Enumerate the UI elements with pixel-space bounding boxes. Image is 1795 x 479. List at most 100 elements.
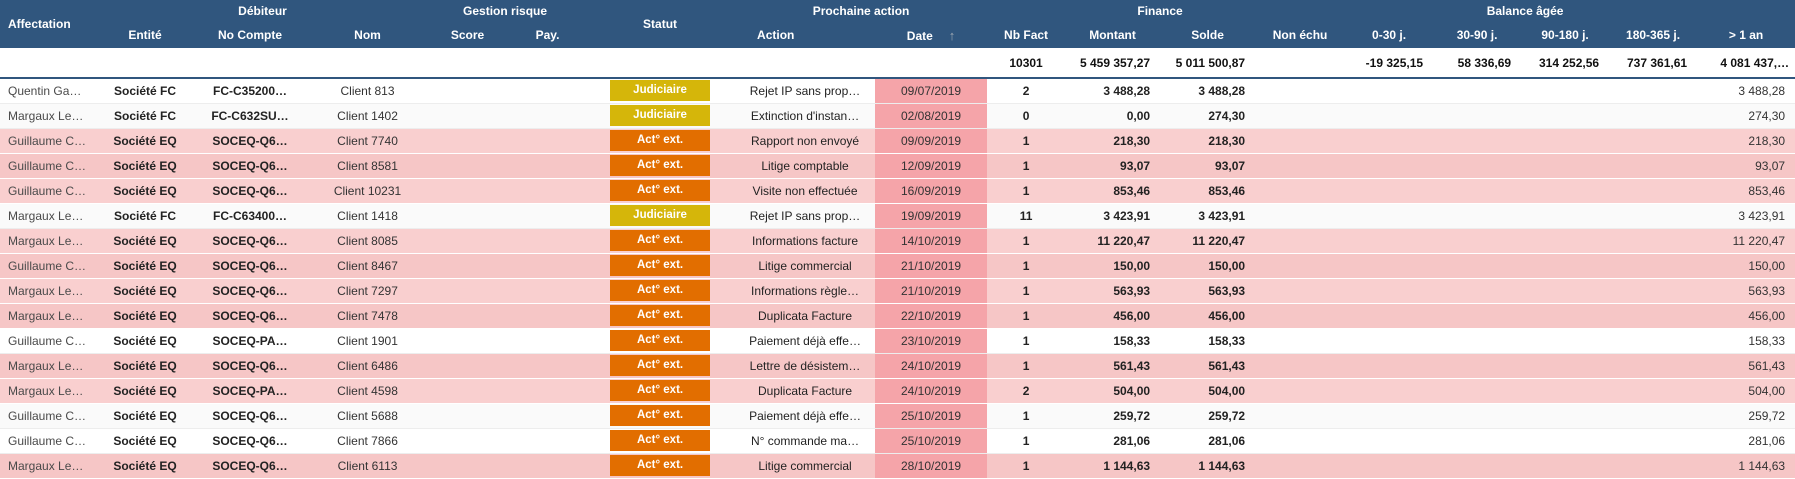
cell-non-echu (1255, 128, 1346, 154)
column-header-30-90[interactable]: 30-90 j. (1433, 22, 1522, 48)
totals-row: 10301 5 459 357,27 5 011 500,87 -19 325,… (0, 48, 1795, 79)
table-row[interactable]: Margaux Le… Société EQ SOCEQ-Q6… Client 808… (0, 228, 1795, 254)
cell-action: N° commande ma… (735, 428, 876, 454)
status-badge: Act° ext. (610, 180, 711, 201)
table-row[interactable]: Guillaume C… Société EQ SOCEQ-Q6… Client 77… (0, 128, 1795, 154)
cell-nom: Client 8085 (310, 228, 426, 254)
column-header-nb-fact[interactable]: Nb Fact (987, 0, 1066, 48)
cell-solde: 93,07 (1160, 153, 1256, 179)
column-header-statut[interactable]: Statut (585, 0, 736, 48)
cell-solde: 3 423,91 (1160, 203, 1256, 229)
cell-score (425, 278, 511, 304)
total-solde: 5 011 500,87 (1160, 48, 1256, 79)
cell-d90-180 (1521, 203, 1610, 229)
cell-d180-365 (1609, 353, 1698, 379)
sort-ascending-icon[interactable]: ↑ (948, 27, 956, 43)
cell-d30-90 (1433, 303, 1522, 329)
table-row[interactable]: Guillaume C… Société EQ SOCEQ-Q6… Client 10… (0, 178, 1795, 204)
column-header-pay[interactable]: Pay. (510, 22, 586, 48)
cell-statut: Act° ext. (585, 428, 736, 454)
table-row[interactable]: Guillaume C… Société EQ SOCEQ-PA… Client 19… (0, 328, 1795, 354)
cell-statut: Act° ext. (585, 303, 736, 329)
status-badge: Act° ext. (610, 230, 711, 251)
cell-non-echu (1255, 453, 1346, 479)
cell-statut: Act° ext. (585, 403, 736, 429)
table-row[interactable]: Quentin Ga… Société FC FC-C35200… Client 81… (0, 78, 1795, 104)
cell-action: Rejet IP sans prop… (735, 78, 876, 104)
cell-pay (510, 253, 586, 279)
table-row[interactable]: Guillaume C… Société EQ SOCEQ-Q6… Client 56… (0, 403, 1795, 429)
cell-affectation: Guillaume C… (0, 253, 100, 279)
cell-pay (510, 128, 586, 154)
table-row[interactable]: Guillaume C… Société EQ SOCEQ-Q6… Client 84… (0, 253, 1795, 279)
cell-nb-fact: 1 (987, 353, 1066, 379)
cell-statut: Judiciaire (585, 203, 736, 229)
column-header-over-1an[interactable]: > 1 an (1697, 22, 1795, 48)
cell-nb-fact: 1 (987, 228, 1066, 254)
column-header-solde[interactable]: Solde (1160, 22, 1256, 48)
status-badge: Judiciaire (610, 80, 711, 102)
cell-d180-365 (1609, 228, 1698, 254)
cell-affectation: Guillaume C… (0, 403, 100, 429)
total-over-1an: 4 081 437,… (1697, 48, 1795, 79)
column-header-date[interactable]: Date ↑ (875, 22, 988, 48)
cell-over-1y: 281,06 (1697, 428, 1795, 454)
cell-solde: 456,00 (1160, 303, 1256, 329)
cell-pay (510, 278, 586, 304)
column-header-montant[interactable]: Montant (1065, 22, 1161, 48)
column-header-nom[interactable]: Nom (310, 22, 426, 48)
column-header-score[interactable]: Score (425, 22, 511, 48)
cell-score (425, 153, 511, 179)
table-row[interactable]: Guillaume C… Société EQ SOCEQ-Q6… Client 78… (0, 428, 1795, 454)
cell-nom: Client 7297 (310, 278, 426, 304)
table-row[interactable]: Margaux Le… Société EQ SOCEQ-Q6… Client 747… (0, 303, 1795, 329)
cell-non-echu (1255, 103, 1346, 129)
cell-date: 28/10/2019 (875, 453, 988, 479)
table-row[interactable]: Margaux Le… Société EQ SOCEQ-PA… Client 459… (0, 378, 1795, 404)
table-row[interactable]: Margaux Le… Société EQ SOCEQ-Q6… Client 648… (0, 353, 1795, 379)
cell-affectation: Guillaume C… (0, 128, 100, 154)
cell-d90-180 (1521, 153, 1610, 179)
cell-montant: 561,43 (1065, 353, 1161, 379)
column-header-no-compte[interactable]: No Compte (190, 22, 310, 48)
status-badge: Act° ext. (610, 455, 711, 476)
column-header-date[interactable]: Action (735, 22, 876, 48)
table-row[interactable]: Margaux Le… Société EQ SOCEQ-Q6… Client 611… (0, 453, 1795, 479)
cell-d0-30 (1345, 128, 1434, 154)
column-header-90-180[interactable]: 90-180 j. (1521, 22, 1610, 48)
table-row[interactable]: Guillaume C… Société EQ SOCEQ-Q6… Client 85… (0, 153, 1795, 179)
cell-over-1y: 218,30 (1697, 128, 1795, 154)
column-header-affectation[interactable]: Affectation (0, 0, 100, 48)
cell-affectation: Margaux Le… (0, 453, 100, 479)
cell-over-1y: 456,00 (1697, 303, 1795, 329)
table-row[interactable]: Margaux Le… Société FC FC-C632SU… Client 14… (0, 103, 1795, 129)
cell-score (425, 303, 511, 329)
cell-statut: Act° ext. (585, 328, 736, 354)
cell-d90-180 (1521, 253, 1610, 279)
cell-affectation: Margaux Le… (0, 353, 100, 379)
cell-d180-365 (1609, 178, 1698, 204)
cell-statut: Judiciaire (585, 103, 736, 129)
cell-action: Extinction d'instan… (735, 103, 876, 129)
column-header-non-echu[interactable]: Non échu (1255, 22, 1346, 48)
cell-d30-90 (1433, 453, 1522, 479)
cell-d30-90 (1433, 78, 1522, 104)
cell-montant: 504,00 (1065, 378, 1161, 404)
cell-solde: 158,33 (1160, 328, 1256, 354)
table-row[interactable]: Margaux Le… Société EQ SOCEQ-Q6… Client 729… (0, 278, 1795, 304)
column-header-0-30[interactable]: 0-30 j. (1345, 22, 1434, 48)
cell-d0-30 (1345, 103, 1434, 129)
cell-action: Duplicata Facture (735, 378, 876, 404)
cell-solde: 259,72 (1160, 403, 1256, 429)
cell-solde: 1 144,63 (1160, 453, 1256, 479)
table-row[interactable]: Margaux Le… Société FC FC-C63400… Client 14… (0, 203, 1795, 229)
cell-d30-90 (1433, 428, 1522, 454)
column-header-180-365[interactable]: 180-365 j. (1609, 22, 1698, 48)
cell-over-1y: 158,33 (1697, 328, 1795, 354)
cell-score (425, 328, 511, 354)
cell-entite: Société EQ (100, 128, 190, 154)
column-header-entite[interactable]: Entité (100, 22, 190, 48)
cell-action: Lettre de désistem… (735, 353, 876, 379)
cell-non-echu (1255, 153, 1346, 179)
